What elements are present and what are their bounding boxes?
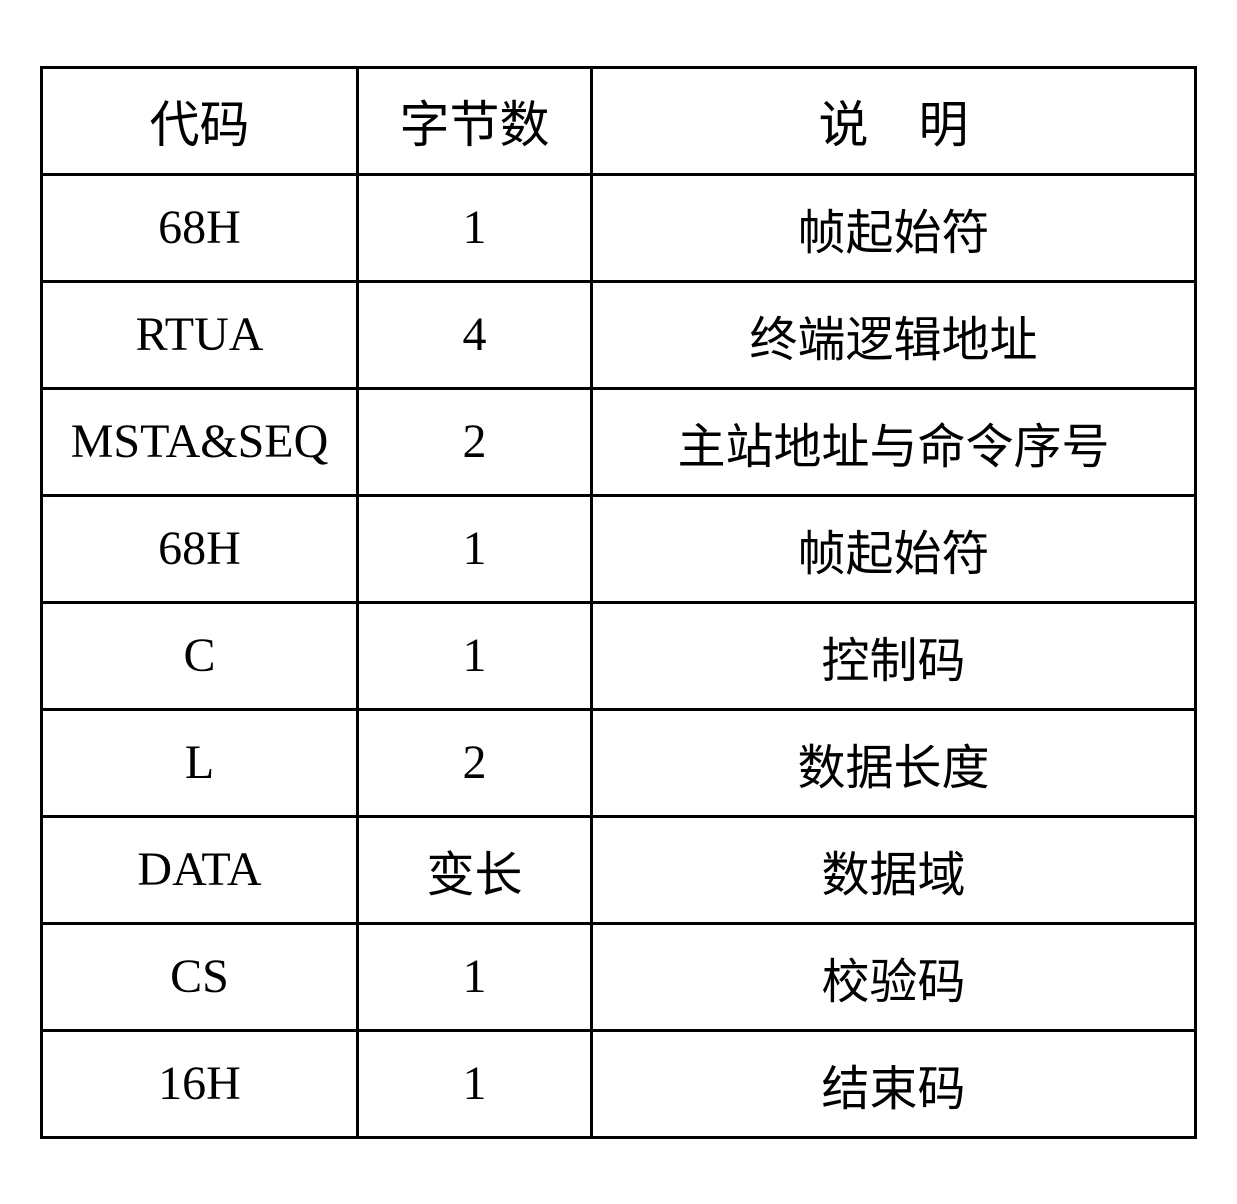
table-row: MSTA&SEQ 2 主站地址与命令序号 — [42, 388, 1196, 495]
cell-bytes: 2 — [358, 388, 592, 495]
table-row: CS 1 校验码 — [42, 923, 1196, 1030]
table-row: DATA 变长 数据域 — [42, 816, 1196, 923]
cell-desc: 终端逻辑地址 — [592, 281, 1196, 388]
header-code: 代码 — [42, 67, 358, 174]
cell-desc: 帧起始符 — [592, 174, 1196, 281]
cell-code: 68H — [42, 174, 358, 281]
cell-code: MSTA&SEQ — [42, 388, 358, 495]
cell-code: 68H — [42, 495, 358, 602]
cell-desc: 帧起始符 — [592, 495, 1196, 602]
table-row: L 2 数据长度 — [42, 709, 1196, 816]
cell-code: L — [42, 709, 358, 816]
header-bytes: 字节数 — [358, 67, 592, 174]
cell-desc: 结束码 — [592, 1030, 1196, 1137]
cell-code: DATA — [42, 816, 358, 923]
table-header-row: 代码 字节数 说 明 — [42, 67, 1196, 174]
table-row: 68H 1 帧起始符 — [42, 495, 1196, 602]
table-row: 16H 1 结束码 — [42, 1030, 1196, 1137]
cell-bytes: 1 — [358, 602, 592, 709]
table-row: C 1 控制码 — [42, 602, 1196, 709]
header-bytes-text: 字节数 — [400, 97, 550, 153]
header-code-text: 代码 — [150, 97, 250, 153]
header-desc-text: 说 明 — [819, 97, 969, 153]
cell-bytes: 1 — [358, 923, 592, 1030]
cell-desc: 数据域 — [592, 816, 1196, 923]
cell-bytes: 1 — [358, 174, 592, 281]
cell-desc: 数据长度 — [592, 709, 1196, 816]
cell-code: RTUA — [42, 281, 358, 388]
cell-code: CS — [42, 923, 358, 1030]
frame-format-table: 代码 字节数 说 明 68H 1 帧起始符 RTUA 4 终端逻辑地址 MSTA… — [40, 66, 1197, 1139]
cell-bytes: 1 — [358, 1030, 592, 1137]
table-row: RTUA 4 终端逻辑地址 — [42, 281, 1196, 388]
cell-bytes: 2 — [358, 709, 592, 816]
table-row: 68H 1 帧起始符 — [42, 174, 1196, 281]
cell-desc: 主站地址与命令序号 — [592, 388, 1196, 495]
cell-bytes: 4 — [358, 281, 592, 388]
cell-bytes: 1 — [358, 495, 592, 602]
cell-bytes: 变长 — [358, 816, 592, 923]
cell-desc: 控制码 — [592, 602, 1196, 709]
cell-code: 16H — [42, 1030, 358, 1137]
header-desc: 说 明 — [592, 67, 1196, 174]
cell-code: C — [42, 602, 358, 709]
cell-desc: 校验码 — [592, 923, 1196, 1030]
